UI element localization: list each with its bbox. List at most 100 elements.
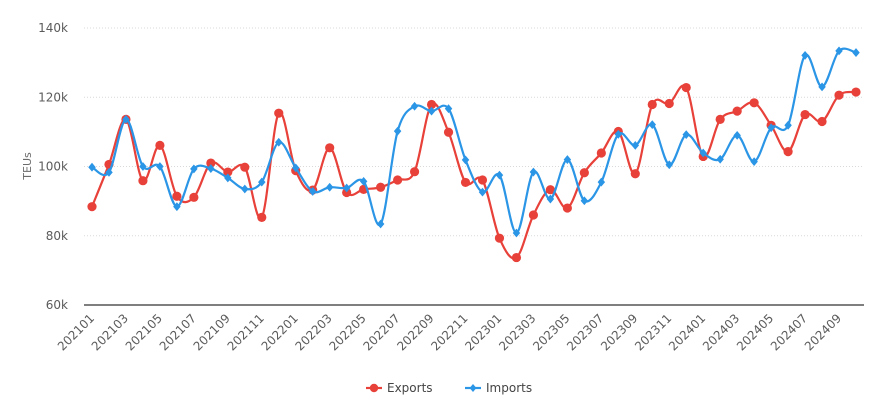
data-point[interactable]: [189, 192, 199, 202]
x-tick-label: 202209: [394, 311, 436, 353]
data-point[interactable]: [562, 203, 572, 213]
data-point[interactable]: [511, 252, 522, 263]
data-point[interactable]: [342, 187, 352, 198]
x-tick-label: 202205: [326, 311, 368, 353]
x-tick-label: 202301: [462, 311, 504, 353]
data-point[interactable]: [529, 167, 538, 177]
data-point[interactable]: [87, 202, 97, 212]
data-point[interactable]: [648, 120, 657, 130]
data-point[interactable]: [750, 157, 758, 167]
data-point[interactable]: [579, 168, 589, 178]
data-point[interactable]: [325, 143, 335, 153]
data-point[interactable]: [852, 48, 860, 57]
data-point[interactable]: [647, 99, 657, 110]
data-point[interactable]: [512, 228, 521, 238]
data-point[interactable]: [427, 106, 436, 116]
data-point[interactable]: [190, 164, 198, 174]
x-tick-label: 202103: [89, 311, 131, 353]
y-tick-label: 80k: [46, 229, 68, 243]
data-point[interactable]: [172, 191, 182, 201]
data-point[interactable]: [545, 185, 556, 195]
data-point[interactable]: [426, 99, 437, 110]
data-point[interactable]: [138, 176, 148, 186]
data-point[interactable]: [275, 137, 283, 147]
legend-item-exports[interactable]: Exports: [366, 381, 433, 395]
legend[interactable]: Exports Imports: [366, 381, 532, 395]
data-point[interactable]: [359, 176, 368, 186]
data-point[interactable]: [732, 106, 742, 116]
data-point[interactable]: [240, 162, 250, 172]
data-point[interactable]: [834, 90, 844, 100]
data-point[interactable]: [241, 184, 249, 194]
data-point[interactable]: [494, 233, 505, 243]
data-point[interactable]: [376, 219, 385, 229]
data-point[interactable]: [563, 155, 572, 164]
data-point[interactable]: [818, 82, 826, 92]
data-point[interactable]: [325, 182, 334, 192]
data-point[interactable]: [478, 187, 487, 197]
legend-label: Imports: [486, 381, 532, 395]
data-point[interactable]: [749, 98, 759, 108]
data-point[interactable]: [664, 98, 674, 109]
data-point[interactable]: [715, 114, 725, 125]
y-axis-title: TEUs: [21, 152, 34, 181]
data-point[interactable]: [461, 155, 470, 165]
data-point[interactable]: [207, 164, 215, 173]
x-tick-label: 202307: [564, 311, 606, 353]
data-point[interactable]: [410, 101, 419, 111]
data-point[interactable]: [528, 210, 539, 220]
x-tick-label: 202111: [225, 311, 267, 353]
legend-item-imports[interactable]: Imports: [465, 381, 532, 395]
data-point[interactable]: [274, 108, 284, 118]
data-point[interactable]: [156, 162, 164, 171]
data-point[interactable]: [88, 162, 96, 172]
data-point[interactable]: [444, 104, 453, 114]
data-point[interactable]: [783, 147, 793, 157]
data-point[interactable]: [801, 50, 809, 60]
data-point[interactable]: [767, 123, 775, 133]
data-point[interactable]: [817, 116, 827, 127]
data-point[interactable]: [460, 177, 471, 188]
data-point[interactable]: [376, 182, 386, 192]
data-point[interactable]: [596, 148, 606, 158]
data-point[interactable]: [105, 167, 113, 177]
y-axis-ticks: 60k 80k 100k 120k 140k: [38, 21, 68, 312]
series-line: [91, 47, 857, 235]
data-point[interactable]: [665, 160, 673, 170]
data-point[interactable]: [477, 175, 488, 185]
data-point[interactable]: [173, 202, 181, 212]
data-point[interactable]: [716, 154, 724, 164]
data-point[interactable]: [409, 167, 420, 177]
data-point[interactable]: [139, 162, 147, 171]
data-point[interactable]: [393, 175, 403, 185]
data-point[interactable]: [597, 177, 606, 187]
data-point[interactable]: [699, 148, 707, 158]
data-point[interactable]: [682, 130, 690, 140]
data-point[interactable]: [784, 120, 792, 130]
data-point[interactable]: [155, 140, 165, 150]
data-point[interactable]: [733, 130, 741, 140]
data-point[interactable]: [122, 115, 130, 124]
data-point[interactable]: [393, 126, 402, 136]
data-point[interactable]: [224, 173, 232, 183]
data-point[interactable]: [546, 194, 555, 204]
data-point[interactable]: [681, 82, 691, 93]
data-point[interactable]: [223, 167, 233, 177]
data-point[interactable]: [495, 170, 504, 180]
data-point[interactable]: [835, 46, 843, 56]
x-tick-label: 202401: [666, 311, 708, 353]
x-tick-label: 202305: [530, 311, 572, 353]
data-point[interactable]: [342, 183, 351, 193]
data-point[interactable]: [630, 169, 640, 179]
data-point[interactable]: [291, 163, 300, 173]
data-point[interactable]: [851, 87, 861, 97]
data-point[interactable]: [631, 140, 640, 150]
data-point[interactable]: [800, 109, 810, 120]
data-point[interactable]: [206, 158, 216, 168]
data-point[interactable]: [257, 212, 267, 222]
data-point[interactable]: [614, 129, 623, 139]
data-point[interactable]: [258, 177, 266, 187]
data-point[interactable]: [443, 127, 454, 137]
data-point[interactable]: [308, 187, 317, 196]
data-point[interactable]: [580, 196, 589, 206]
